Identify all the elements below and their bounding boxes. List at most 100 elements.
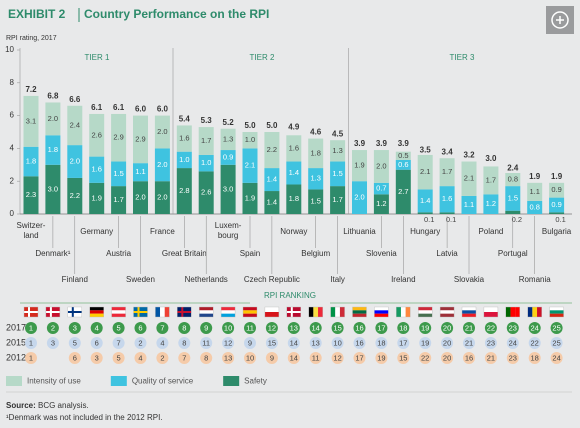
flag-stripe: [221, 310, 236, 314]
rank-badge: [222, 352, 235, 364]
rank-badge: [550, 322, 563, 334]
value-label: 2.6: [91, 130, 101, 139]
flag-stripe: [515, 307, 520, 317]
x-tick-label: Latvia: [436, 249, 458, 258]
flag-stripe: [352, 307, 367, 311]
flag: [549, 306, 564, 318]
rank-label: 4: [160, 338, 164, 347]
total-label: 6.8: [47, 92, 59, 101]
rank-label: 3: [95, 353, 99, 362]
rank-label: 20: [443, 338, 451, 347]
total-label: 2.4: [507, 164, 519, 173]
rank-label: 10: [333, 338, 341, 347]
flag: [177, 306, 192, 318]
flag-stripe: [483, 307, 498, 312]
value-label: 1.7: [442, 167, 452, 176]
bar-segment: [417, 189, 433, 213]
flag: [439, 306, 455, 318]
flag: [220, 306, 236, 318]
expand-button[interactable]: [546, 6, 574, 34]
tier-label: TIER 2: [250, 53, 275, 62]
flag-cross: [177, 311, 192, 313]
bar-segment: [45, 135, 61, 165]
total-label: 5.0: [244, 121, 256, 130]
bar-segment: [330, 186, 346, 214]
value-label: 1.8: [289, 194, 299, 203]
value-label: 1.7: [201, 136, 211, 145]
x-tick-label: Czech Republic: [244, 275, 300, 284]
rank-badge: [506, 337, 519, 349]
rank-label: 2: [160, 353, 164, 362]
total-label: 4.9: [288, 123, 300, 132]
rank-label: 22: [421, 353, 429, 362]
value-label: 1.5: [113, 169, 123, 178]
bar-segment: [308, 138, 324, 169]
bar-segment: [395, 159, 411, 170]
x-tick-label: Slovakia: [454, 275, 485, 284]
flag-stripe: [440, 307, 455, 311]
legend-label: Intensity of use: [27, 377, 81, 386]
source-label: Source:: [6, 401, 36, 410]
rank-badge: [68, 337, 81, 349]
ranking-year: 2015: [6, 337, 26, 347]
rank-badge: [375, 322, 388, 334]
flag-border: [461, 306, 477, 318]
rank-label: 5: [117, 353, 121, 362]
rank-badge: [397, 322, 410, 334]
value-label: 1.6: [91, 165, 101, 174]
bar-segment: [549, 182, 565, 198]
x-tick-label: Italy: [330, 275, 345, 284]
value-label: 2.1: [245, 161, 255, 170]
value-label: 2.2: [267, 145, 277, 154]
bar-segment: [505, 186, 521, 211]
value-label: 1.5: [310, 197, 320, 206]
flag-border: [286, 306, 301, 318]
flag: [308, 306, 323, 318]
flag-border: [439, 306, 455, 318]
rank-label: 22: [531, 338, 539, 347]
flag-cross: [286, 311, 301, 313]
rank-badge: [265, 352, 278, 364]
rank-badge: [528, 322, 541, 334]
flag: [111, 306, 126, 318]
rank-label: 19: [377, 353, 385, 362]
x-tick-label: Slovenia: [366, 249, 397, 258]
value-label: 1.9: [245, 193, 255, 202]
flag-border: [396, 306, 411, 318]
rank-label: 8: [182, 338, 186, 347]
rank-label: 15: [333, 323, 341, 332]
rank-badge: [112, 322, 125, 334]
value-label: 0.1: [446, 215, 456, 224]
flag-stripe: [374, 313, 389, 317]
value-label: 0.1: [555, 215, 565, 224]
flag: [352, 306, 367, 318]
rank-label: 15: [268, 338, 276, 347]
rank-badge: [506, 352, 519, 364]
total-label: 3.9: [354, 139, 366, 148]
value-label: 2.4: [70, 120, 80, 129]
rank-badge: [441, 322, 454, 334]
value-label: 1.3: [223, 134, 233, 143]
x-tick-label: Lithuania: [343, 227, 376, 236]
value-label: 2.0: [157, 160, 167, 169]
rank-badge: [156, 352, 169, 364]
bar-segment: [352, 150, 367, 182]
x-tick-label: Switzer-land: [17, 221, 46, 240]
rank-label: 17: [355, 353, 363, 362]
bar-segment: [505, 173, 521, 187]
x-tick-label: Austria: [106, 249, 131, 258]
flag-stripe: [374, 310, 389, 314]
rank-label: 12: [268, 323, 276, 332]
value-label: 0.9: [551, 185, 561, 194]
bar-segment: [527, 182, 543, 201]
rank-label: 23: [509, 323, 517, 332]
rank-badge: [419, 352, 432, 364]
expand-icon[interactable]: [551, 11, 569, 29]
flag: [461, 306, 477, 318]
value-label: 1.1: [464, 200, 474, 209]
bar-segment: [111, 113, 127, 162]
value-label: 1.2: [376, 199, 386, 208]
total-label: 6.0: [157, 105, 169, 114]
rank-badge: [287, 322, 300, 334]
flag-border: [352, 306, 367, 318]
